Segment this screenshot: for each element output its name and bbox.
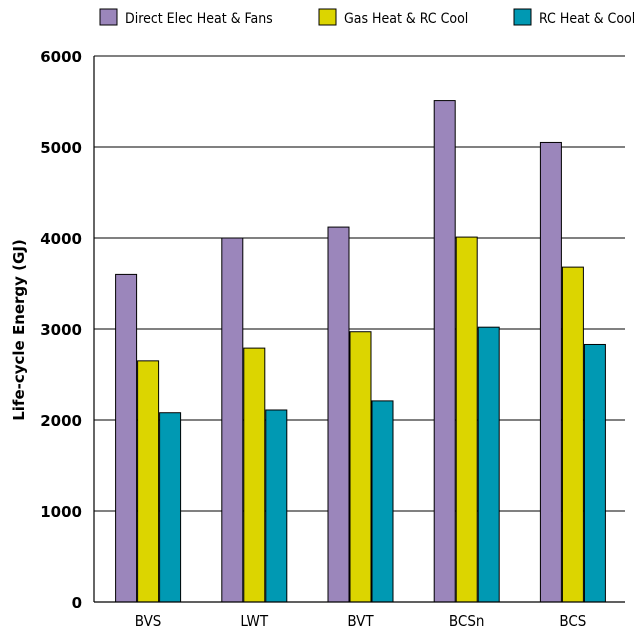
y-axis-label: Life-cycle Energy (GJ) bbox=[10, 239, 28, 421]
bar bbox=[561, 266, 584, 603]
y-tick-label: 2000 bbox=[40, 412, 82, 430]
x-tick-label: LWT bbox=[240, 612, 268, 630]
bar bbox=[115, 273, 138, 603]
bar bbox=[327, 226, 350, 603]
x-tick-label: BVS bbox=[135, 612, 162, 630]
bar bbox=[455, 236, 478, 603]
y-tick-label: 3000 bbox=[40, 321, 82, 339]
y-tick-label: 4000 bbox=[40, 230, 82, 248]
x-tick-label: BCS bbox=[559, 612, 586, 630]
gridlines bbox=[94, 55, 625, 512]
bar bbox=[137, 360, 160, 603]
bar bbox=[349, 331, 372, 603]
legend-label: Direct Elec Heat & Fans bbox=[125, 11, 273, 27]
bar bbox=[477, 326, 500, 603]
y-tick-label: 1000 bbox=[40, 503, 82, 521]
bars bbox=[115, 100, 606, 603]
legend-label: RC Heat & Cool bbox=[539, 11, 634, 27]
x-tick-label: BVT bbox=[347, 612, 374, 630]
bar bbox=[583, 343, 606, 603]
legend: Direct Elec Heat & Fans Gas Heat & RC Coo… bbox=[99, 8, 634, 27]
y-tick-labels: 0 1000 2000 3000 4000 5000 6000 bbox=[40, 48, 82, 612]
bar bbox=[539, 141, 562, 603]
bar bbox=[371, 400, 394, 603]
legend-swatch bbox=[99, 8, 118, 26]
legend-swatch bbox=[318, 8, 337, 26]
bar bbox=[243, 347, 266, 603]
axes bbox=[93, 56, 625, 603]
bar bbox=[265, 409, 288, 603]
x-tick-labels: BVS LWT BVT BCSn BCS bbox=[135, 612, 587, 630]
bar bbox=[433, 100, 456, 603]
bar bbox=[221, 237, 244, 603]
y-tick-label: 5000 bbox=[40, 139, 82, 157]
x-tick-label: BCSn bbox=[449, 612, 485, 630]
y-tick-label: 6000 bbox=[40, 48, 82, 66]
y-tick-label: 0 bbox=[72, 594, 82, 612]
legend-swatch bbox=[513, 8, 532, 26]
legend-label: Gas Heat & RC Cool bbox=[344, 11, 468, 27]
bar bbox=[159, 412, 182, 603]
